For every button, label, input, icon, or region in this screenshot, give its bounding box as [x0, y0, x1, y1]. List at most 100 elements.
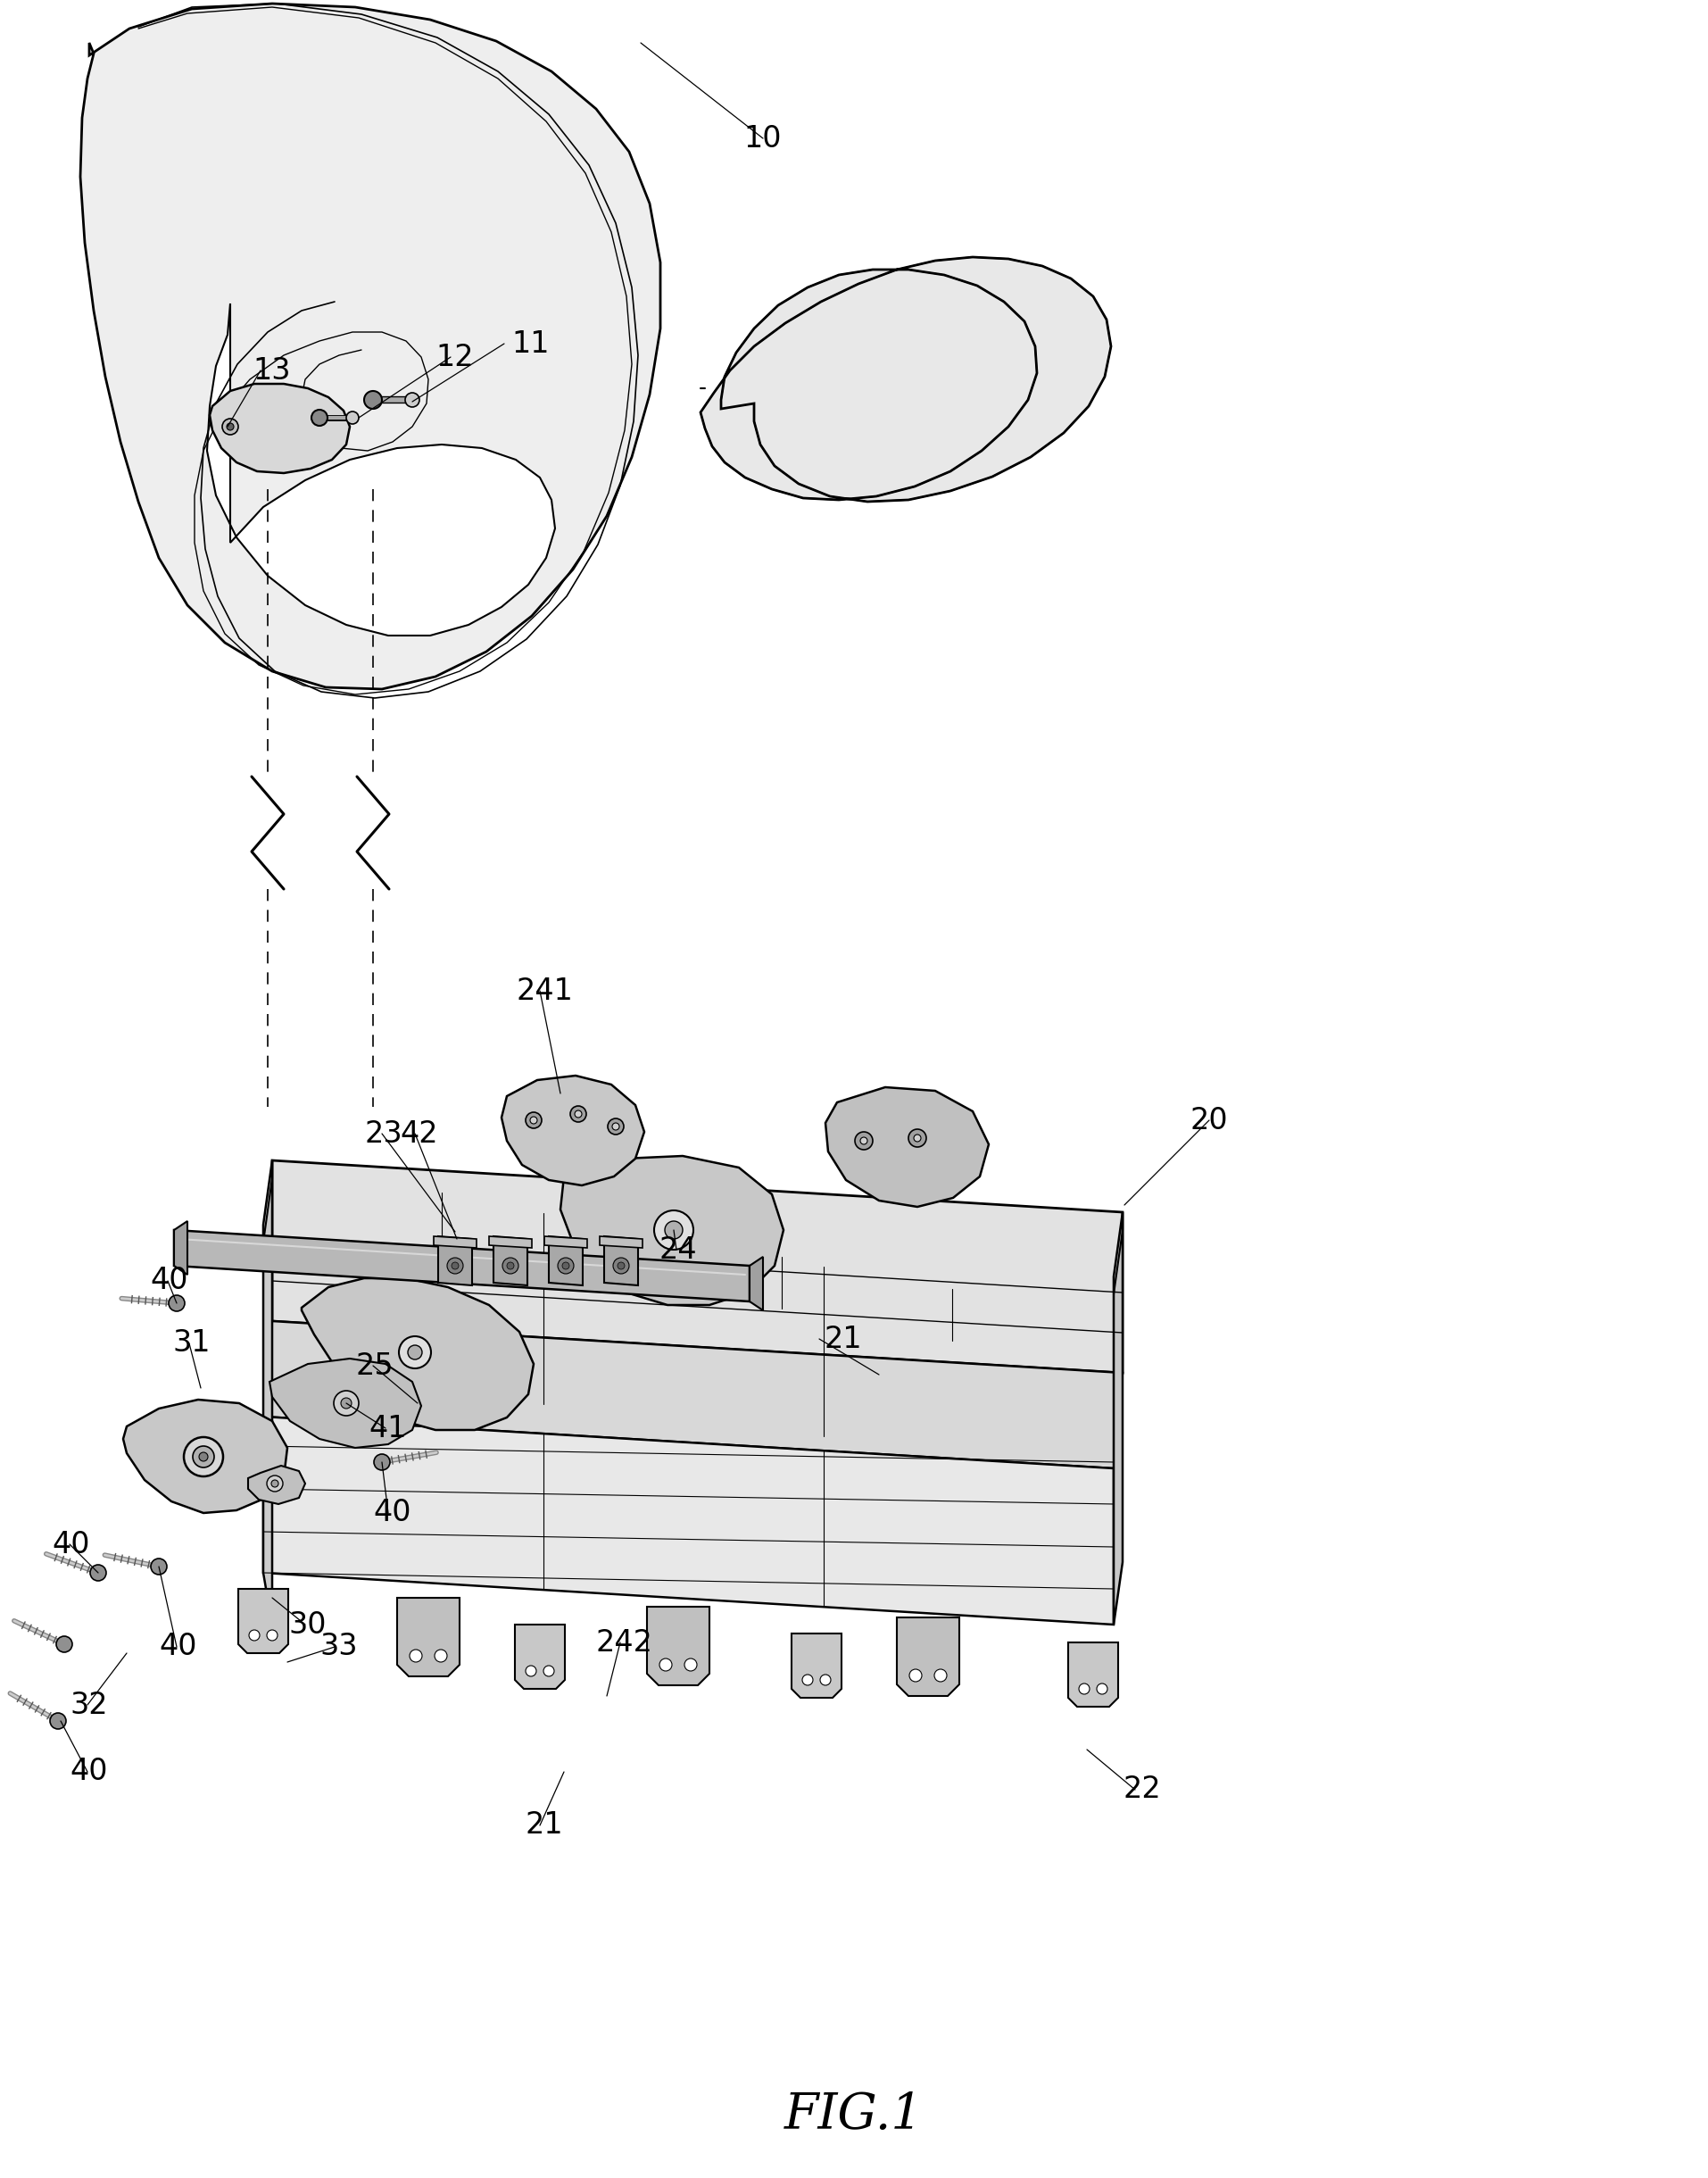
Text: 12: 12 — [436, 342, 473, 372]
Polygon shape — [123, 1400, 287, 1514]
Text: 24: 24 — [659, 1235, 697, 1265]
Polygon shape — [263, 1322, 1122, 1468]
Text: 21: 21 — [524, 1810, 564, 1840]
Polygon shape — [270, 1359, 420, 1448]
Circle shape — [222, 418, 237, 436]
Circle shape — [557, 1257, 574, 1274]
Polygon shape — [750, 1257, 762, 1311]
Polygon shape — [237, 1590, 289, 1653]
Circle shape — [1078, 1684, 1090, 1694]
Text: 42: 42 — [400, 1119, 439, 1148]
Text: 33: 33 — [319, 1631, 359, 1662]
Circle shape — [451, 1263, 458, 1270]
Circle shape — [543, 1666, 553, 1677]
Circle shape — [574, 1111, 581, 1117]
Polygon shape — [545, 1237, 588, 1248]
Circle shape — [249, 1629, 260, 1640]
Polygon shape — [500, 1076, 644, 1185]
Circle shape — [801, 1675, 813, 1686]
Polygon shape — [647, 1607, 709, 1686]
Circle shape — [410, 1649, 422, 1662]
Text: 40: 40 — [374, 1498, 412, 1527]
Polygon shape — [174, 1222, 188, 1274]
Circle shape — [374, 1455, 389, 1470]
Circle shape — [150, 1559, 167, 1575]
Circle shape — [408, 1346, 422, 1359]
Polygon shape — [825, 1087, 989, 1207]
Circle shape — [854, 1133, 873, 1150]
Circle shape — [502, 1257, 518, 1274]
Polygon shape — [207, 303, 555, 636]
Polygon shape — [514, 1625, 565, 1688]
Polygon shape — [548, 1237, 582, 1285]
Circle shape — [617, 1263, 625, 1270]
Circle shape — [526, 1666, 536, 1677]
Polygon shape — [791, 1634, 840, 1699]
Polygon shape — [434, 1237, 477, 1248]
Polygon shape — [1114, 1213, 1122, 1625]
Circle shape — [398, 1337, 430, 1368]
Circle shape — [266, 1629, 277, 1640]
Text: 40: 40 — [150, 1265, 188, 1296]
Text: 13: 13 — [253, 355, 290, 386]
Circle shape — [272, 1481, 278, 1488]
Polygon shape — [1068, 1642, 1117, 1708]
Polygon shape — [488, 1237, 531, 1248]
Text: FIG.1: FIG.1 — [784, 2091, 922, 2141]
Circle shape — [664, 1222, 681, 1239]
Polygon shape — [174, 1231, 750, 1302]
Circle shape — [169, 1296, 184, 1311]
Text: 31: 31 — [173, 1329, 210, 1359]
Circle shape — [56, 1636, 72, 1653]
Text: 23: 23 — [364, 1119, 403, 1148]
Circle shape — [654, 1211, 693, 1250]
Text: 11: 11 — [512, 329, 550, 359]
Polygon shape — [396, 1599, 459, 1677]
Circle shape — [447, 1257, 463, 1274]
Polygon shape — [605, 1237, 637, 1285]
Polygon shape — [263, 1416, 1114, 1625]
Circle shape — [909, 1668, 921, 1681]
Text: 40: 40 — [53, 1529, 91, 1559]
Polygon shape — [700, 257, 1110, 501]
Circle shape — [311, 409, 328, 425]
Circle shape — [685, 1657, 697, 1671]
Polygon shape — [494, 1237, 528, 1285]
Circle shape — [507, 1263, 514, 1270]
Text: 32: 32 — [70, 1690, 108, 1721]
Circle shape — [562, 1263, 569, 1270]
Circle shape — [184, 1437, 224, 1477]
Circle shape — [934, 1668, 946, 1681]
Text: 40: 40 — [70, 1758, 108, 1786]
Text: 241: 241 — [516, 976, 572, 1006]
Circle shape — [193, 1446, 214, 1468]
Circle shape — [608, 1119, 623, 1135]
Polygon shape — [897, 1618, 958, 1697]
Circle shape — [364, 392, 381, 409]
Circle shape — [820, 1675, 830, 1686]
Circle shape — [50, 1712, 67, 1729]
Circle shape — [526, 1113, 541, 1128]
Polygon shape — [80, 4, 659, 688]
Polygon shape — [302, 1278, 533, 1431]
Circle shape — [570, 1106, 586, 1122]
Circle shape — [611, 1124, 618, 1130]
Circle shape — [434, 1649, 447, 1662]
Text: 10: 10 — [743, 124, 782, 152]
Text: 22: 22 — [1122, 1775, 1161, 1803]
Polygon shape — [560, 1157, 782, 1305]
Circle shape — [909, 1128, 926, 1148]
Text: 20: 20 — [1189, 1106, 1228, 1135]
Circle shape — [227, 423, 234, 431]
Text: 242: 242 — [596, 1627, 652, 1657]
Polygon shape — [437, 1237, 471, 1285]
Circle shape — [659, 1657, 671, 1671]
Circle shape — [613, 1257, 629, 1274]
Circle shape — [333, 1392, 359, 1416]
Circle shape — [340, 1398, 352, 1409]
Circle shape — [914, 1135, 921, 1141]
Text: 40: 40 — [159, 1631, 198, 1662]
Circle shape — [198, 1453, 208, 1461]
Circle shape — [1097, 1684, 1107, 1694]
Circle shape — [347, 412, 359, 425]
